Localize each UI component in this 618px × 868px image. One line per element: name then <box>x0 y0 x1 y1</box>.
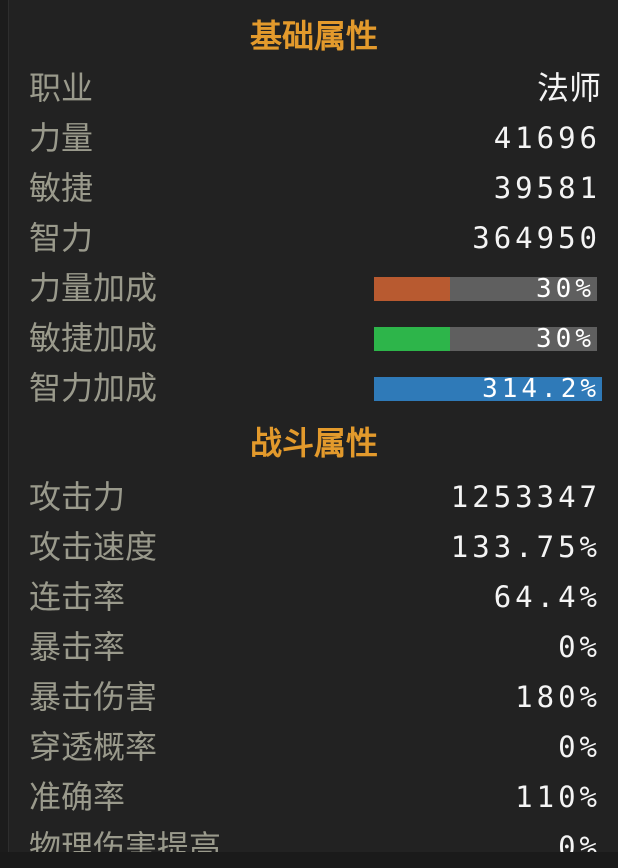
stat-label: 连击率 <box>29 578 126 616</box>
stat-row: 智力 364950 <box>9 216 618 260</box>
stat-row: 准确率 110% <box>9 775 618 819</box>
stat-label: 敏捷加成 <box>29 319 158 357</box>
attribute-panel[interactable]: 基础属性 战斗属性 职业 法师力量 41696 敏捷 39581 智力 364950 力量加成… <box>8 0 618 852</box>
stat-label: 攻击力 <box>29 478 126 516</box>
stat-label: 准确率 <box>29 778 126 816</box>
stat-row: 暴击率 0% <box>9 625 618 669</box>
stat-value: 0% <box>558 730 601 764</box>
stat-label: 敏捷 <box>29 169 94 207</box>
stat-label: 智力加成 <box>29 369 158 407</box>
stat-value: 1253347 <box>450 480 601 514</box>
stat-row: 职业 法师 <box>9 66 618 110</box>
stat-label: 暴击率 <box>29 628 126 666</box>
stat-row: 力量 41696 <box>9 116 618 160</box>
basic-attributes-header: 基础属性 <box>249 17 378 55</box>
bonus-progress-bar: 30% <box>374 274 597 304</box>
stat-value: 110% <box>515 780 601 814</box>
stat-value: 39581 <box>493 171 601 205</box>
stat-value: 364950 <box>472 221 601 255</box>
bottom-strip <box>0 852 618 868</box>
stat-value: 180% <box>515 680 601 714</box>
bonus-bar-fill <box>374 377 602 401</box>
stat-label: 力量 <box>29 119 94 157</box>
bonus-value: 30% <box>536 274 595 304</box>
stat-label: 职业 <box>29 69 94 107</box>
stat-row: 暴击伤害 180% <box>9 675 618 719</box>
stat-label: 智力 <box>29 219 94 257</box>
stat-row: 攻击力 1253347 <box>9 475 618 519</box>
stat-label: 力量加成 <box>29 269 158 307</box>
bonus-row: 力量加成 30% <box>9 266 618 310</box>
combat-attributes-header: 战斗属性 <box>249 424 378 462</box>
bonus-value: 314.2% <box>482 374 600 404</box>
stat-row: 连击率 64.4% <box>9 575 618 619</box>
stat-label: 暴击伤害 <box>29 678 158 716</box>
bonus-row: 敏捷加成 30% <box>9 316 618 360</box>
stat-label: 物理伤害提高 <box>29 828 222 852</box>
stat-value: 64.4% <box>493 580 601 614</box>
stat-row: 物理伤害提高 0% <box>9 825 618 852</box>
bonus-progress-bar: 30% <box>374 324 597 354</box>
bonus-value: 30% <box>536 324 595 354</box>
stat-value: 法师 <box>536 69 601 107</box>
stat-row: 穿透概率 0% <box>9 725 618 769</box>
stat-label: 穿透概率 <box>29 728 158 766</box>
bonus-bar-fill <box>374 327 450 351</box>
stat-value: 133.75% <box>450 530 601 564</box>
stat-row: 攻击速度 133.75% <box>9 525 618 569</box>
stat-value: 0% <box>558 630 601 664</box>
stat-label: 攻击速度 <box>29 528 158 566</box>
stat-value: 0% <box>558 830 601 852</box>
stat-value: 41696 <box>493 121 601 155</box>
bonus-bar-fill <box>374 277 450 301</box>
bonus-progress-bar: 314.2% <box>374 374 602 404</box>
stat-row: 敏捷 39581 <box>9 166 618 210</box>
bonus-row: 智力加成 314.2% <box>9 366 618 410</box>
